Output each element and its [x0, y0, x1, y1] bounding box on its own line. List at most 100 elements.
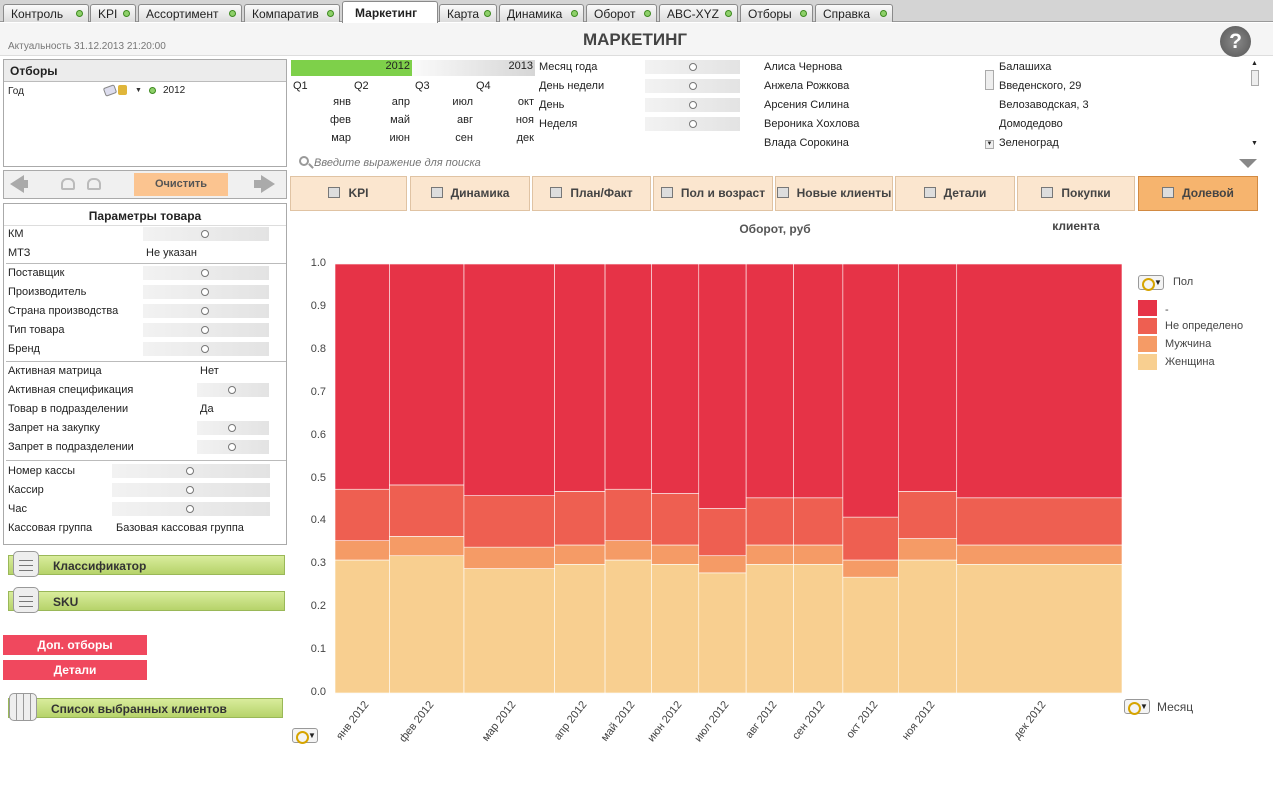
store-item[interactable]: Велозаводская, 3: [999, 99, 1089, 111]
bar-segment[interactable]: [897, 538, 958, 561]
bar-segment[interactable]: [698, 263, 747, 509]
tab-help[interactable]: Справка: [815, 4, 893, 22]
slider-knob[interactable]: [201, 230, 209, 238]
bar-segment[interactable]: [897, 559, 958, 694]
bar-segment[interactable]: [956, 263, 1123, 499]
month-cell[interactable]: окт: [517, 96, 534, 108]
main-tab[interactable]: План/Факт: [532, 176, 651, 211]
rotate-dimension-button[interactable]: ▼: [1138, 275, 1164, 291]
slider-knob[interactable]: [689, 120, 697, 128]
bar-segment[interactable]: [698, 555, 747, 574]
bar-segment[interactable]: [897, 491, 958, 539]
bar-segment[interactable]: [389, 555, 465, 694]
slider-knob[interactable]: [228, 424, 236, 432]
slider-knob[interactable]: [689, 101, 697, 109]
tab-marketing[interactable]: Маркетинг: [342, 1, 438, 23]
main-tab[interactable]: Пол и возраст: [653, 176, 773, 211]
param-value[interactable]: Да: [200, 403, 214, 415]
scrollbar-thumb[interactable]: [985, 70, 994, 90]
slider-knob[interactable]: [201, 307, 209, 315]
scroll-down-icon[interactable]: ▼: [1251, 140, 1258, 147]
bar-segment[interactable]: [745, 563, 794, 694]
rotate-dimension-button[interactable]: ▼: [1124, 699, 1150, 715]
bar-segment[interactable]: [897, 263, 958, 492]
slider-knob[interactable]: [689, 82, 697, 90]
tab-turnover[interactable]: Оборот: [586, 4, 657, 22]
tab-kpi[interactable]: KPI: [90, 4, 136, 22]
bar-segment[interactable]: [554, 263, 606, 492]
quarter-q4[interactable]: Q4: [476, 80, 491, 92]
slider-knob[interactable]: [186, 505, 194, 513]
main-tab[interactable]: Детали: [895, 176, 1015, 211]
bar-segment[interactable]: [651, 263, 700, 494]
forward-arrow-icon[interactable]: [261, 175, 275, 193]
tab-filters[interactable]: Отборы: [740, 4, 813, 22]
rotate-dimension-button[interactable]: ▼: [292, 728, 318, 744]
client-item[interactable]: Алиса Чернова: [764, 61, 843, 73]
bar-segment[interactable]: [651, 544, 700, 565]
bar-segment[interactable]: [745, 497, 794, 546]
bar-segment[interactable]: [463, 568, 555, 694]
bar-segment[interactable]: [651, 563, 700, 694]
bar-segment[interactable]: [745, 263, 794, 499]
tab-comparative[interactable]: Компаратив: [244, 4, 340, 22]
bar-segment[interactable]: [334, 540, 390, 561]
bar-segment[interactable]: [842, 559, 899, 578]
month-cell[interactable]: фев: [329, 114, 351, 126]
help-icon[interactable]: ?: [1220, 26, 1251, 57]
bar-segment[interactable]: [842, 263, 899, 518]
month-cell[interactable]: авг: [457, 114, 473, 126]
extra-filters-button[interactable]: Доп. отборы: [3, 635, 147, 655]
slider-knob[interactable]: [201, 288, 209, 296]
param-value[interactable]: Базовая кассовая группа: [116, 522, 244, 534]
slider-knob[interactable]: [228, 386, 236, 394]
bar-segment[interactable]: [956, 497, 1123, 546]
slider-knob[interactable]: [689, 63, 697, 71]
store-item[interactable]: Зеленоград: [999, 137, 1059, 149]
lock-icon[interactable]: [61, 178, 75, 190]
chevron-down-icon[interactable]: ▼: [135, 87, 142, 94]
bar-segment[interactable]: [389, 263, 465, 486]
classifier-button[interactable]: Классификатор: [8, 555, 285, 575]
bar-segment[interactable]: [463, 263, 555, 496]
client-item[interactable]: Анжела Рожкова: [764, 80, 850, 92]
unlock-icon[interactable]: [87, 178, 101, 190]
bar-segment[interactable]: [554, 491, 606, 546]
bar-segment[interactable]: [463, 546, 555, 569]
tab-map[interactable]: Карта: [439, 4, 497, 22]
bar-segment[interactable]: [698, 508, 747, 557]
client-item[interactable]: Вероника Хохлова: [764, 118, 860, 130]
month-cell[interactable]: мар: [331, 132, 351, 144]
quarter-q2[interactable]: Q2: [354, 80, 369, 92]
bar-segment[interactable]: [842, 576, 899, 694]
bar-segment[interactable]: [554, 544, 606, 565]
bar-segment[interactable]: [956, 563, 1123, 694]
quarter-q3[interactable]: Q3: [415, 80, 430, 92]
param-value[interactable]: Не указан: [146, 247, 197, 259]
store-item[interactable]: Введенского, 29: [999, 80, 1082, 92]
year-2012-cell[interactable]: 2012: [291, 60, 412, 76]
slider-knob[interactable]: [201, 269, 209, 277]
bar-segment[interactable]: [698, 572, 747, 694]
year-2013-cell[interactable]: 2013: [412, 60, 535, 76]
bar-segment[interactable]: [956, 544, 1123, 565]
bar-segment[interactable]: [334, 559, 390, 694]
scroll-down-icon[interactable]: ▼: [985, 140, 994, 149]
scroll-up-icon[interactable]: ▲: [1251, 60, 1258, 67]
quarter-q1[interactable]: Q1: [293, 80, 308, 92]
bar-segment[interactable]: [604, 263, 652, 490]
bar-segment[interactable]: [793, 497, 844, 546]
scrollbar-thumb[interactable]: [1251, 70, 1259, 86]
slider-knob[interactable]: [201, 345, 209, 353]
bar-segment[interactable]: [334, 263, 390, 490]
bar-segment[interactable]: [389, 484, 465, 537]
sku-button[interactable]: SKU: [8, 591, 285, 611]
store-item[interactable]: Балашиха: [999, 61, 1052, 73]
month-cell[interactable]: сен: [455, 132, 473, 144]
main-tab[interactable]: KPI: [290, 176, 407, 211]
filter-year-value[interactable]: 2012: [163, 85, 186, 96]
details-button[interactable]: Детали: [3, 660, 147, 680]
slider-knob[interactable]: [228, 443, 236, 451]
search-input[interactable]: [314, 155, 914, 171]
bar-segment[interactable]: [793, 263, 844, 499]
